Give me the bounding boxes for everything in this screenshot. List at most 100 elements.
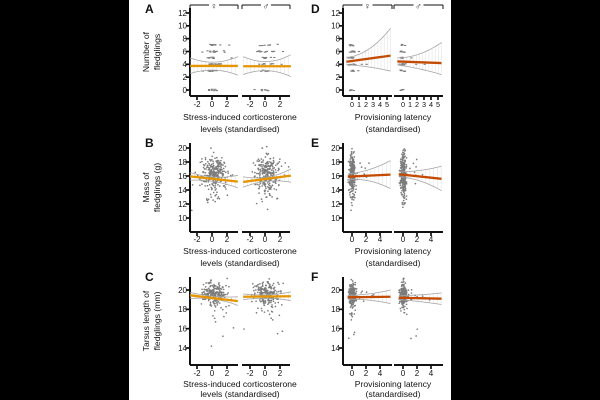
panel-D-facet-female: 0 1 2 3 4 5 ♀: [342, 1, 393, 109]
data-point: [202, 180, 205, 183]
data-point: [402, 281, 404, 284]
data-point: [267, 170, 269, 173]
data-point: [267, 190, 269, 193]
data-point: [216, 159, 219, 162]
panel-B-letter: B: [145, 136, 154, 150]
data-point: [350, 56, 353, 58]
data-point: [214, 44, 217, 46]
data-point: [224, 181, 227, 184]
data-point: [415, 335, 417, 337]
data-point: [201, 70, 205, 72]
data-point: [268, 172, 271, 174]
data-point: [260, 198, 263, 200]
data-point: [206, 184, 209, 187]
data-point: [260, 161, 263, 163]
data-point: [218, 185, 221, 187]
data-point: [399, 184, 402, 187]
data-point: [210, 63, 214, 65]
data-point: [204, 171, 207, 174]
data-point: [351, 204, 353, 207]
data-point: [260, 90, 263, 92]
data-point: [264, 162, 267, 165]
data-point: [400, 302, 403, 304]
data-point: [209, 51, 212, 53]
data-point: [404, 155, 406, 158]
data-point: [273, 286, 276, 289]
data-point: [260, 88, 263, 91]
data-point: [201, 51, 204, 53]
data-point: [349, 89, 352, 92]
y-tick-label: 14: [178, 186, 187, 195]
data-point: [354, 309, 357, 312]
data-point: [227, 170, 229, 173]
data-point: [352, 282, 354, 285]
data-point: [404, 180, 406, 183]
data-point: [258, 63, 261, 65]
data-point: [262, 299, 265, 301]
data-point: [261, 147, 264, 149]
data-point: [216, 161, 218, 164]
scatter-points-male: [398, 277, 431, 340]
x-tick-label: -2: [246, 369, 254, 378]
data-point: [409, 167, 411, 170]
data-point: [257, 288, 260, 290]
data-point: [401, 303, 404, 306]
data-point: [400, 44, 404, 46]
data-point: [206, 164, 209, 167]
data-point: [203, 168, 206, 170]
data-point: [225, 312, 228, 314]
data-point: [350, 163, 353, 166]
data-point: [349, 160, 352, 162]
data-point: [263, 189, 266, 192]
data-point: [270, 299, 272, 302]
data-point: [220, 306, 222, 309]
data-point: [270, 292, 273, 294]
data-point: [400, 290, 403, 293]
data-point: [272, 282, 275, 285]
data-point: [209, 193, 212, 196]
data-point: [350, 170, 353, 172]
data-point: [350, 314, 353, 317]
data-point: [258, 184, 260, 186]
data-point: [349, 302, 351, 305]
panel-E-letter: E: [311, 136, 319, 150]
data-point: [232, 327, 235, 329]
data-point: [212, 63, 215, 65]
data-point: [218, 197, 221, 200]
data-point: [271, 172, 274, 175]
data-point: [349, 196, 352, 198]
x-tick-label: 2: [364, 235, 369, 244]
ci-upper-line-male: [398, 165, 442, 173]
data-point: [211, 289, 214, 291]
data-point: [254, 285, 256, 287]
data-point: [213, 309, 216, 312]
data-point: [266, 161, 269, 163]
y-tick-label: 20: [178, 144, 187, 153]
data-point: [351, 156, 354, 159]
data-point: [405, 303, 408, 306]
data-point: [210, 89, 213, 91]
data-point: [257, 283, 259, 286]
x-tick-label: 2: [415, 369, 420, 378]
data-point: [405, 291, 408, 293]
data-point: [255, 311, 258, 314]
data-point: [271, 50, 274, 53]
data-point: [231, 174, 234, 176]
x-tick-label: 2: [415, 235, 420, 244]
ci-upper-line-female: [190, 56, 239, 63]
data-point: [401, 293, 404, 296]
data-point: [217, 175, 219, 177]
data-point: [350, 319, 353, 321]
data-point: [213, 51, 216, 53]
data-point: [270, 169, 273, 172]
ci-upper-line-male: [243, 168, 292, 179]
data-point: [403, 150, 406, 152]
data-point: [399, 160, 402, 163]
data-point: [222, 164, 224, 166]
regression-line-male: [397, 60, 442, 65]
data-point: [215, 292, 217, 295]
data-point: [206, 201, 209, 204]
y-tick-label: 0: [336, 86, 341, 95]
data-point: [207, 298, 210, 301]
